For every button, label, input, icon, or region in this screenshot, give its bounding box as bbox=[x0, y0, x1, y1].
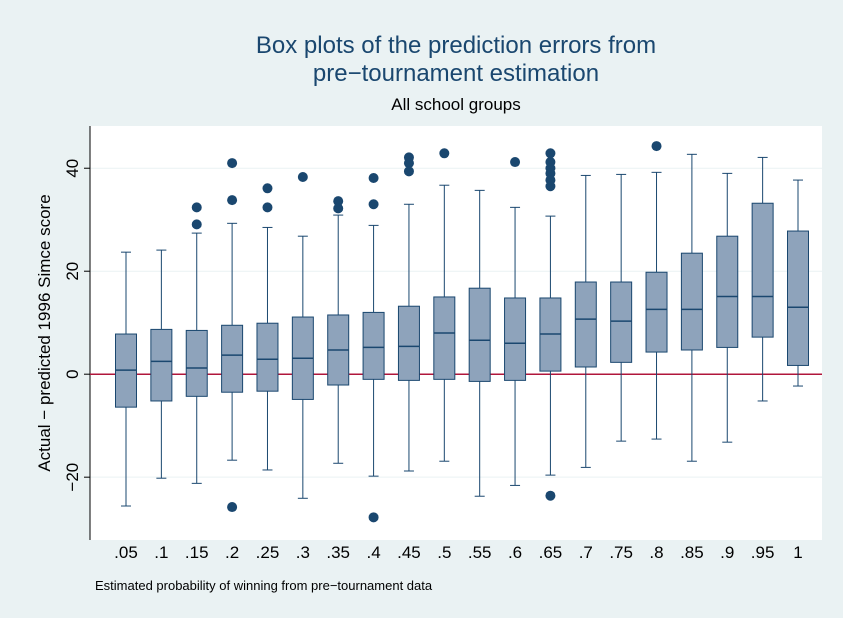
box bbox=[397, 305, 420, 381]
outlier bbox=[333, 203, 344, 214]
x-tick-label: 1 bbox=[793, 543, 802, 562]
x-tick-label: .35 bbox=[326, 543, 350, 562]
x-tick-label: .5 bbox=[437, 543, 451, 562]
y-tick-label: 20 bbox=[63, 262, 82, 281]
outlier bbox=[191, 219, 202, 230]
x-tick-label: .1 bbox=[154, 543, 168, 562]
outlier bbox=[545, 181, 556, 192]
box bbox=[433, 296, 456, 380]
y-axis-title: Actual − predicted 1996 Simce score bbox=[35, 194, 54, 471]
x-tick-label: .4 bbox=[366, 543, 380, 562]
outlier bbox=[227, 158, 238, 169]
outlier bbox=[262, 183, 273, 194]
outlier bbox=[651, 141, 662, 152]
chart-title: Box plots of the prediction errors from bbox=[256, 32, 656, 59]
box bbox=[716, 235, 739, 348]
x-tick-label: .65 bbox=[539, 543, 563, 562]
x-tick-label: .75 bbox=[609, 543, 633, 562]
outlier bbox=[297, 171, 308, 182]
outlier bbox=[545, 490, 556, 501]
box bbox=[751, 202, 774, 338]
box bbox=[150, 328, 173, 402]
box bbox=[610, 281, 633, 363]
x-tick-label: .55 bbox=[468, 543, 492, 562]
outlier bbox=[227, 195, 238, 206]
x-tick-label: .85 bbox=[680, 543, 704, 562]
x-tick-label: .7 bbox=[579, 543, 593, 562]
box bbox=[787, 230, 809, 366]
box bbox=[256, 322, 279, 392]
x-tick-label: .05 bbox=[114, 543, 138, 562]
box bbox=[468, 287, 491, 382]
outlier bbox=[403, 158, 414, 169]
x-tick-label: .45 bbox=[397, 543, 421, 562]
chart-subtitle: All school groups bbox=[391, 95, 520, 114]
x-tick-label: .9 bbox=[720, 543, 734, 562]
y-tick-label: 40 bbox=[63, 159, 82, 178]
outlier bbox=[262, 202, 273, 213]
outlier bbox=[191, 202, 202, 213]
note: Estimated probability of winning from pr… bbox=[95, 578, 433, 593]
chart-title: pre−tournament estimation bbox=[313, 60, 599, 87]
outlier bbox=[368, 199, 379, 210]
box bbox=[362, 311, 385, 380]
outlier bbox=[333, 196, 344, 207]
box bbox=[185, 329, 208, 397]
box bbox=[680, 252, 703, 351]
x-tick-label: .25 bbox=[256, 543, 280, 562]
x-tick-label: .2 bbox=[225, 543, 239, 562]
box bbox=[221, 324, 244, 393]
y-tick-label: 0 bbox=[63, 369, 82, 378]
x-tick-label: .6 bbox=[508, 543, 522, 562]
y-tick-label: −20 bbox=[63, 463, 82, 492]
x-tick-label: .3 bbox=[296, 543, 310, 562]
x-tick-label: .15 bbox=[185, 543, 209, 562]
outlier bbox=[510, 157, 521, 168]
x-tick-label: .8 bbox=[649, 543, 663, 562]
outlier bbox=[227, 502, 238, 513]
box bbox=[574, 281, 597, 368]
outlier bbox=[368, 512, 379, 523]
outlier bbox=[545, 148, 556, 159]
x-tick-label: .95 bbox=[751, 543, 775, 562]
outlier bbox=[368, 173, 379, 184]
box bbox=[645, 271, 668, 353]
box bbox=[504, 297, 527, 381]
outlier bbox=[439, 148, 450, 159]
outlier bbox=[403, 166, 414, 177]
